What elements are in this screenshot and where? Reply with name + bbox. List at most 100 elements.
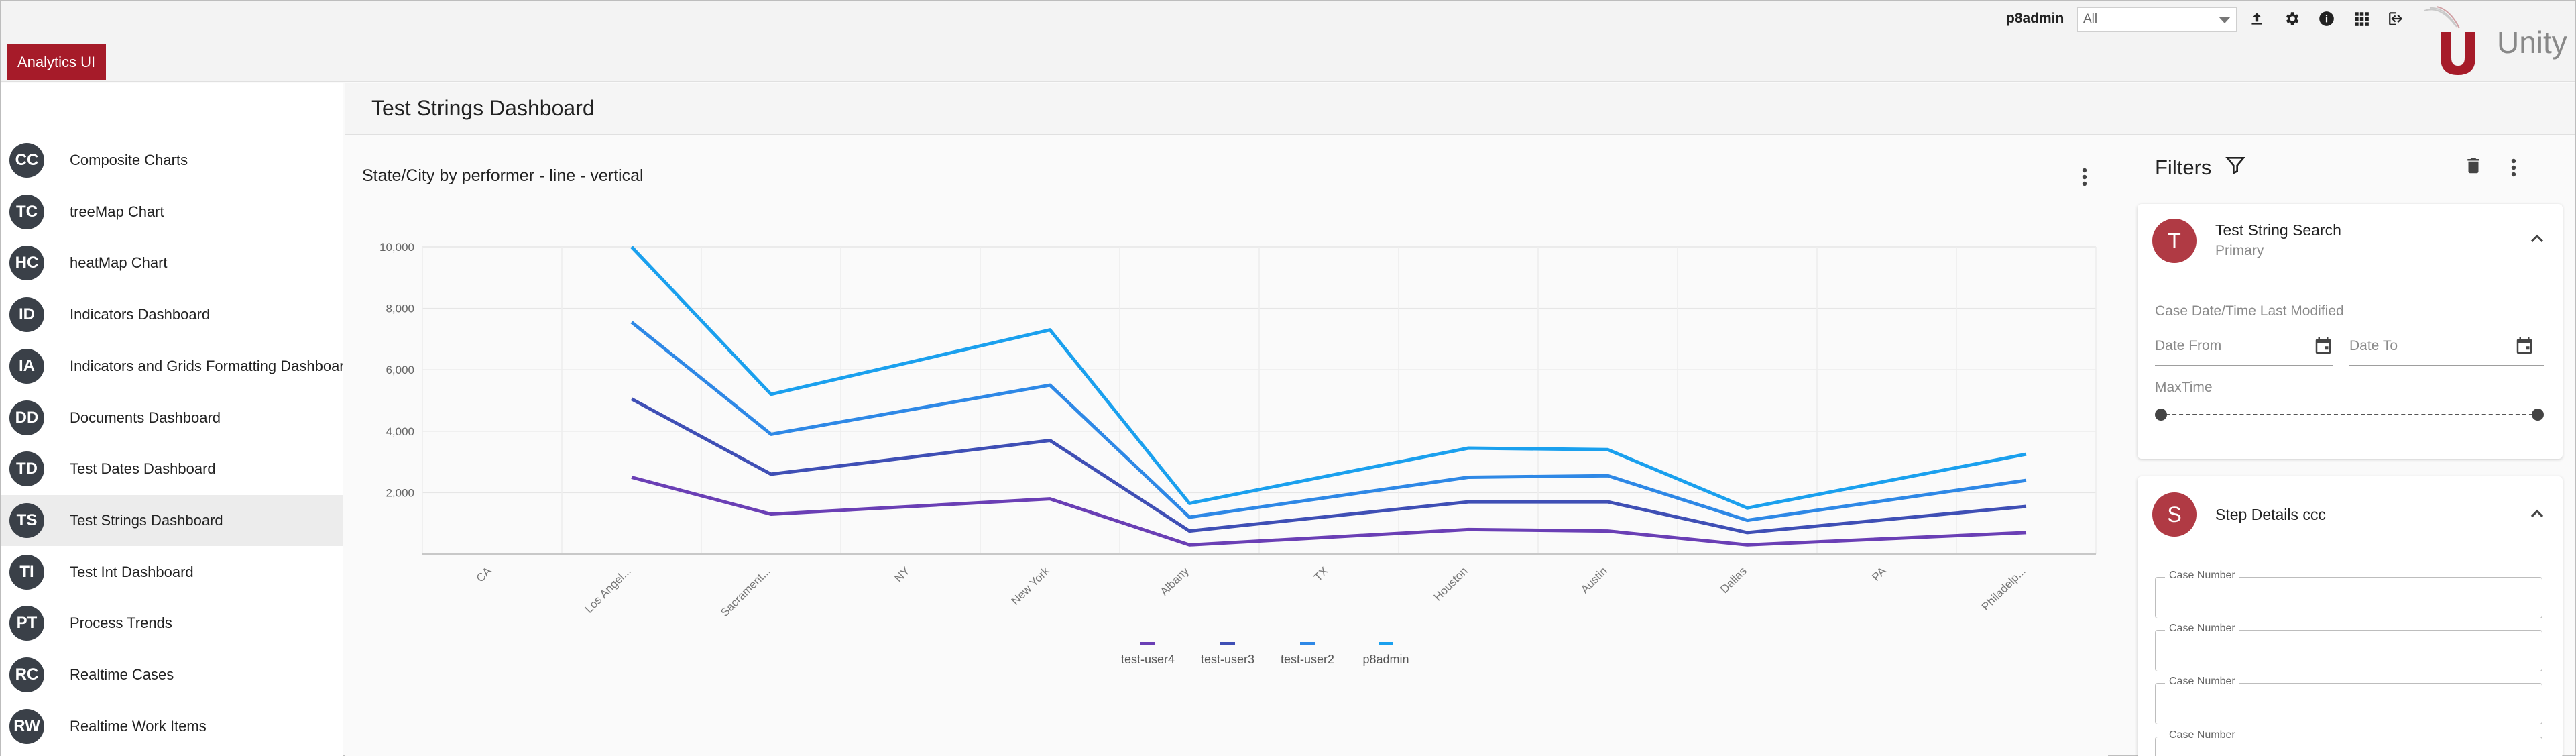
sidebar-item[interactable]: DD Documents Dashboard [1,392,343,443]
chevron-up-icon[interactable] [2526,228,2548,250]
apps-grid-icon[interactable] [2349,7,2374,31]
nav-label: Realtime Cases [70,666,174,683]
slider-track [2159,414,2540,415]
date-from-field[interactable]: Date From [2155,335,2349,362]
nav-badge: ID [9,297,44,333]
nav-label: treeMap Chart [70,203,164,220]
chevron-down-icon [2219,17,2231,23]
x-tick-label: Los Angel... [583,564,634,615]
datasource-select[interactable]: All [2077,7,2237,32]
sidebar-item[interactable]: RC Realtime Cases [1,649,343,700]
nav-badge: RW [9,708,44,744]
case-number-input[interactable]: Case Number [2155,570,2542,618]
nav-label: Realtime Work Items [70,717,207,735]
chevron-up-icon[interactable] [2526,503,2548,525]
filter-icon[interactable] [2225,154,2247,177]
test-string-search-card: T Test String Search Primary Case Date/T… [2138,204,2563,459]
sidebar-item[interactable]: ID Indicators Dashboard [1,289,343,340]
calendar-icon[interactable] [2313,335,2333,359]
date-to-placeholder: Date To [2349,338,2398,354]
step-details-card: S Step Details ccc Case Number Case Numb… [2138,476,2563,756]
slider-handle-min[interactable] [2155,409,2167,421]
nav-label: Indicators Dashboard [70,306,211,323]
sidebar-item[interactable]: TS Test Strings Dashboard [1,494,343,546]
card-avatar: T [2152,219,2197,263]
series-line-test-user3 [630,397,2027,535]
nav-badge: TS [9,502,44,538]
nav-badge: TD [9,451,44,487]
card-title: Test String Search [2215,221,2341,239]
sidebar-item[interactable]: HC heatMap Chart [1,237,343,288]
filters-title: Filters [2155,156,2212,179]
field-label: Case Number [2165,570,2239,582]
nav-badge: TC [9,194,44,229]
brand-button[interactable]: Analytics UI [7,44,107,80]
upload-icon[interactable] [2245,7,2269,31]
sidebar-item[interactable]: CC Composite Charts [1,135,343,186]
chart-card: State/City by performer - line - vertica… [345,136,2108,756]
x-tick-label: Dallas [1718,564,1749,596]
top-bar: Analytics UI p8admin All [1,1,2575,82]
date-to-underline [2349,365,2544,366]
nav-badge: RC [9,657,44,692]
nav-badge: PT [9,606,44,641]
field-label: Case Number [2165,676,2239,688]
page-header: Test Strings Dashboard [345,83,2575,135]
nav-label: Composite Charts [70,152,188,168]
date-to-field[interactable]: Date To [2349,335,2544,362]
line-chart: 2,000 4,000 6,000 8,000 10,000 CA Los Angel...… [379,241,2097,666]
calendar-icon[interactable] [2514,335,2534,359]
legend-label: p8admin [1362,653,1409,666]
nav-badge: CC [9,143,44,178]
date-from-underline [2155,365,2333,366]
nav-label: Test Strings Dashboard [70,511,223,529]
username-label: p8admin [2006,11,2064,26]
unity-logo [2420,5,2494,78]
x-tick-label: TX [1311,564,1331,584]
nav-badge: HC [9,246,44,281]
series-line-test-user4 [631,476,2027,547]
y-tick-label: 2,000 [386,486,414,499]
maxtime-slider[interactable] [2155,408,2544,421]
case-number-input[interactable]: Case Number [2155,729,2542,756]
sidebar-item[interactable]: IA Indicators and Grids Formatting Dashbo… [1,341,343,392]
maxtime-label: MaxTime [2155,380,2213,395]
slider-handle-max[interactable] [2532,409,2544,421]
legend-label: test-user4 [1121,653,1175,666]
nav-badge: TI [9,554,44,590]
date-section-label: Case Date/Time Last Modified [2155,303,2344,319]
sidebar-item[interactable]: TD Test Dates Dashboard [1,443,343,494]
nav-badge: DD [9,400,44,435]
nav-badge: IA [9,348,44,384]
sidebar-item[interactable]: TC treeMap Chart [1,186,343,237]
nav-label: Documents Dashboard [70,409,221,426]
card-avatar: S [2152,492,2197,537]
x-tick-label: New York [1009,564,1053,608]
product-name: Unity [2497,25,2567,60]
x-tick-label: Austin [1578,564,1610,596]
case-number-input[interactable]: Case Number [2155,676,2542,724]
nav-label: Test Int Dashboard [70,563,194,580]
x-tick-label: Albany [1158,564,1192,598]
case-number-input[interactable]: Case Number [2155,623,2542,671]
gear-icon[interactable] [2280,7,2304,31]
nav-label: Process Trends [70,614,172,632]
sidebar-item[interactable]: TI Test Int Dashboard [1,547,343,598]
filters-more-vert-icon[interactable] [2504,154,2524,181]
info-icon[interactable] [2315,7,2339,31]
date-from-placeholder: Date From [2155,338,2222,354]
x-tick-label: Houston [1431,564,1470,603]
more-vert-icon[interactable] [2074,164,2095,191]
sidebar-item[interactable]: PT Process Trends [1,598,343,649]
x-tick-label: NY [892,564,913,584]
nav-label: Indicators and Grids Formatting Dashboar… [70,357,343,374]
card-title: Step Details ccc [2215,506,2326,523]
logout-icon[interactable] [2384,7,2408,31]
legend-label: test-user3 [1201,653,1254,666]
page-title: Test Strings Dashboard [371,96,595,120]
series-line-test-user2 [630,321,2027,523]
series-line-p8admin [630,246,2027,510]
x-tick-label: Philadelp... [1979,564,2028,613]
delete-icon[interactable] [2463,156,2486,178]
sidebar-item[interactable]: RW Realtime Work Items [1,701,343,752]
